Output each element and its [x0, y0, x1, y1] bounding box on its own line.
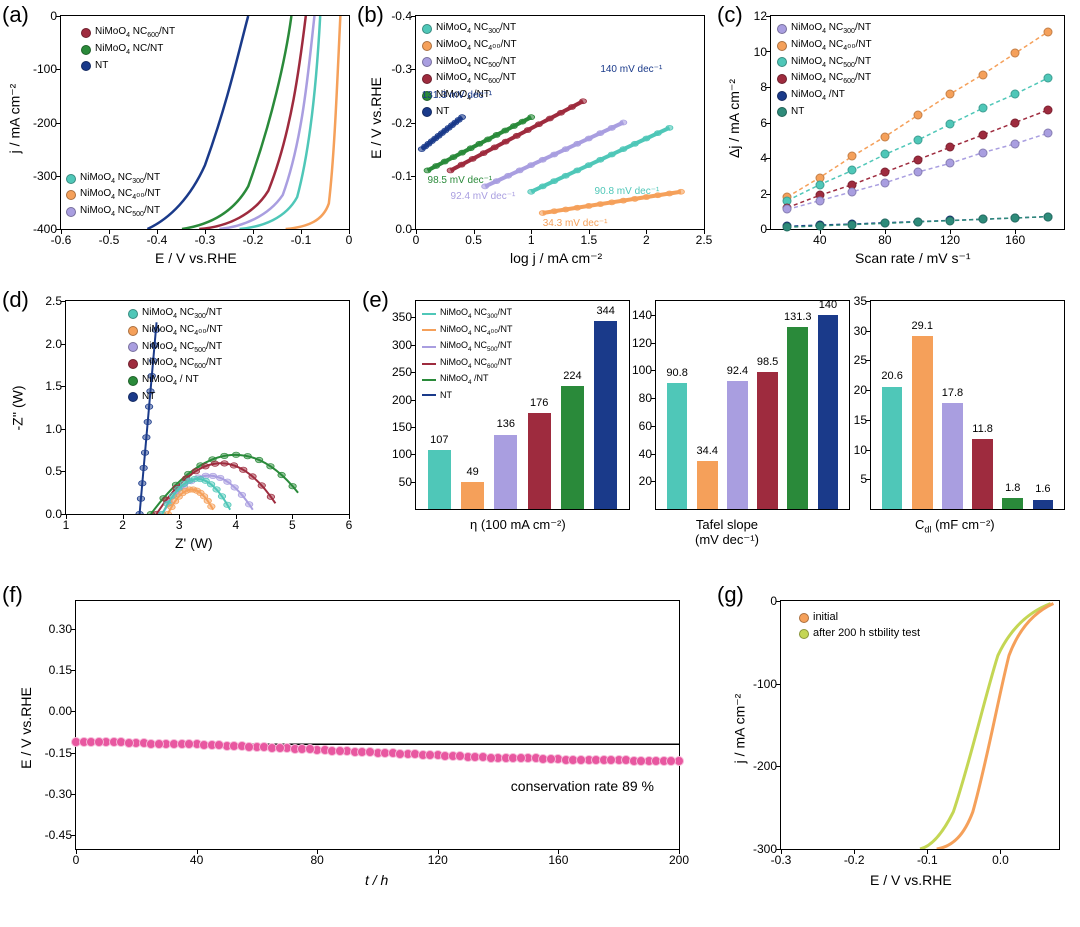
panel-a-label: (a) [2, 2, 29, 28]
panel-b-xlabel: log j / mA cm⁻² [510, 250, 602, 267]
panel-c-ylabel: Δj / mA cm⁻² [726, 79, 743, 158]
panel-d-label: (d) [2, 287, 29, 313]
panel-e-sub3: 510152025303520.629.117.811.81.81.6 [870, 300, 1065, 510]
panel-g-ylabel: j / mA cm⁻² [731, 694, 748, 764]
panel-g-xlabel: E / V vs.RHE [870, 872, 952, 888]
panel-a-chart: NiMoO4 NC600/NTNiMoO4 NC/NTNT NiMoO4 NC3… [60, 15, 350, 230]
panel-f-line [76, 601, 679, 849]
panel-e-sub2: 2040608010012014090.834.492.498.5131.314… [655, 300, 850, 510]
panel-c-chart: NiMoO4 NC300/NTNiMoO4 NC4₀₀/NTNiMoO4 NC5… [770, 15, 1065, 230]
panel-b-chart: NiMoO4 NC300/NTNiMoO4 NC4₀₀/NTNiMoO4 NC5… [415, 15, 705, 230]
panel-b: (b) NiMoO4 NC300/NTNiMoO4 NC4₀₀/NTNiMoO4… [355, 0, 715, 280]
panel-f-xlabel: t / h [365, 872, 388, 888]
panel-e-legend: NiMoO4 NC300/NTNiMoO4 NC4₀₀/NTNiMoO4 NC5… [422, 305, 513, 403]
panel-b-ylabel: E / V vs.RHE [368, 77, 384, 159]
panel-e-x2: Tafel slope(mV dec⁻¹) [695, 517, 759, 548]
panel-e-label: (e) [362, 287, 389, 313]
panel-d: (d) NiMoO4 NC300/NTNiMoO4 NC4₀₀/NTNiMoO4… [0, 285, 360, 570]
panel-b-legend: NiMoO4 NC300/NTNiMoO4 NC4₀₀/NTNiMoO4 NC5… [422, 20, 517, 120]
panel-f-chart: conservation rate 89 % 04080120160200-0.… [75, 600, 680, 850]
panel-d-chart: NiMoO4 NC300/NTNiMoO4 NC4₀₀/NTNiMoO4 NC5… [65, 300, 350, 515]
panel-g-legend: initialafter 200 h stbility test [799, 609, 920, 643]
panel-f-annotation: conservation rate 89 % [511, 778, 654, 794]
panel-a-legend-top: NiMoO4 NC600/NTNiMoO4 NC/NTNT [81, 24, 175, 74]
panel-g: (g) initialafter 200 h stbility test -0.… [715, 580, 1075, 900]
panel-f: (f) conservation rate 89 % 0408012016020… [0, 580, 700, 900]
panel-d-ylabel: -Z'' (W) [10, 386, 26, 431]
panel-e: (e) 501001502002503003501074913617622434… [360, 285, 1080, 570]
panel-d-xlabel: Z' (W) [175, 535, 213, 551]
panel-a: (a) NiMoO4 NC600/NTNiMoO4 NC/NTNT NiMoO4… [0, 0, 360, 280]
panel-a-xlabel: E / V vs.RHE [155, 250, 237, 266]
panel-f-ylabel: E / V vs.RHE [18, 687, 34, 769]
panel-a-legend-bottom: NiMoO4 NC300/NTNiMoO4 NC4₀₀/NTNiMoO4 NC5… [66, 170, 161, 221]
panel-a-ylabel: j / mA cm⁻² [6, 84, 23, 154]
panel-c-xlabel: Scan rate / mV s⁻¹ [855, 250, 971, 267]
panel-b-label: (b) [357, 2, 384, 28]
panel-d-legend: NiMoO4 NC300/NTNiMoO4 NC4₀₀/NTNiMoO4 NC5… [128, 305, 223, 405]
panel-f-label: (f) [2, 582, 23, 608]
panel-c: (c) NiMoO4 NC300/NTNiMoO4 NC4₀₀/NTNiMoO4… [715, 0, 1075, 280]
panel-g-chart: initialafter 200 h stbility test -0.3-0.… [780, 600, 1060, 850]
panel-g-label: (g) [717, 582, 744, 608]
panel-c-label: (c) [717, 2, 743, 28]
panel-e-x3: Cdl (mF cm⁻²) [915, 517, 995, 535]
panel-c-legend: NiMoO4 NC300/NTNiMoO4 NC4₀₀/NTNiMoO4 NC5… [777, 20, 872, 120]
panel-e-x1: η (100 mA cm⁻²) [470, 517, 566, 533]
